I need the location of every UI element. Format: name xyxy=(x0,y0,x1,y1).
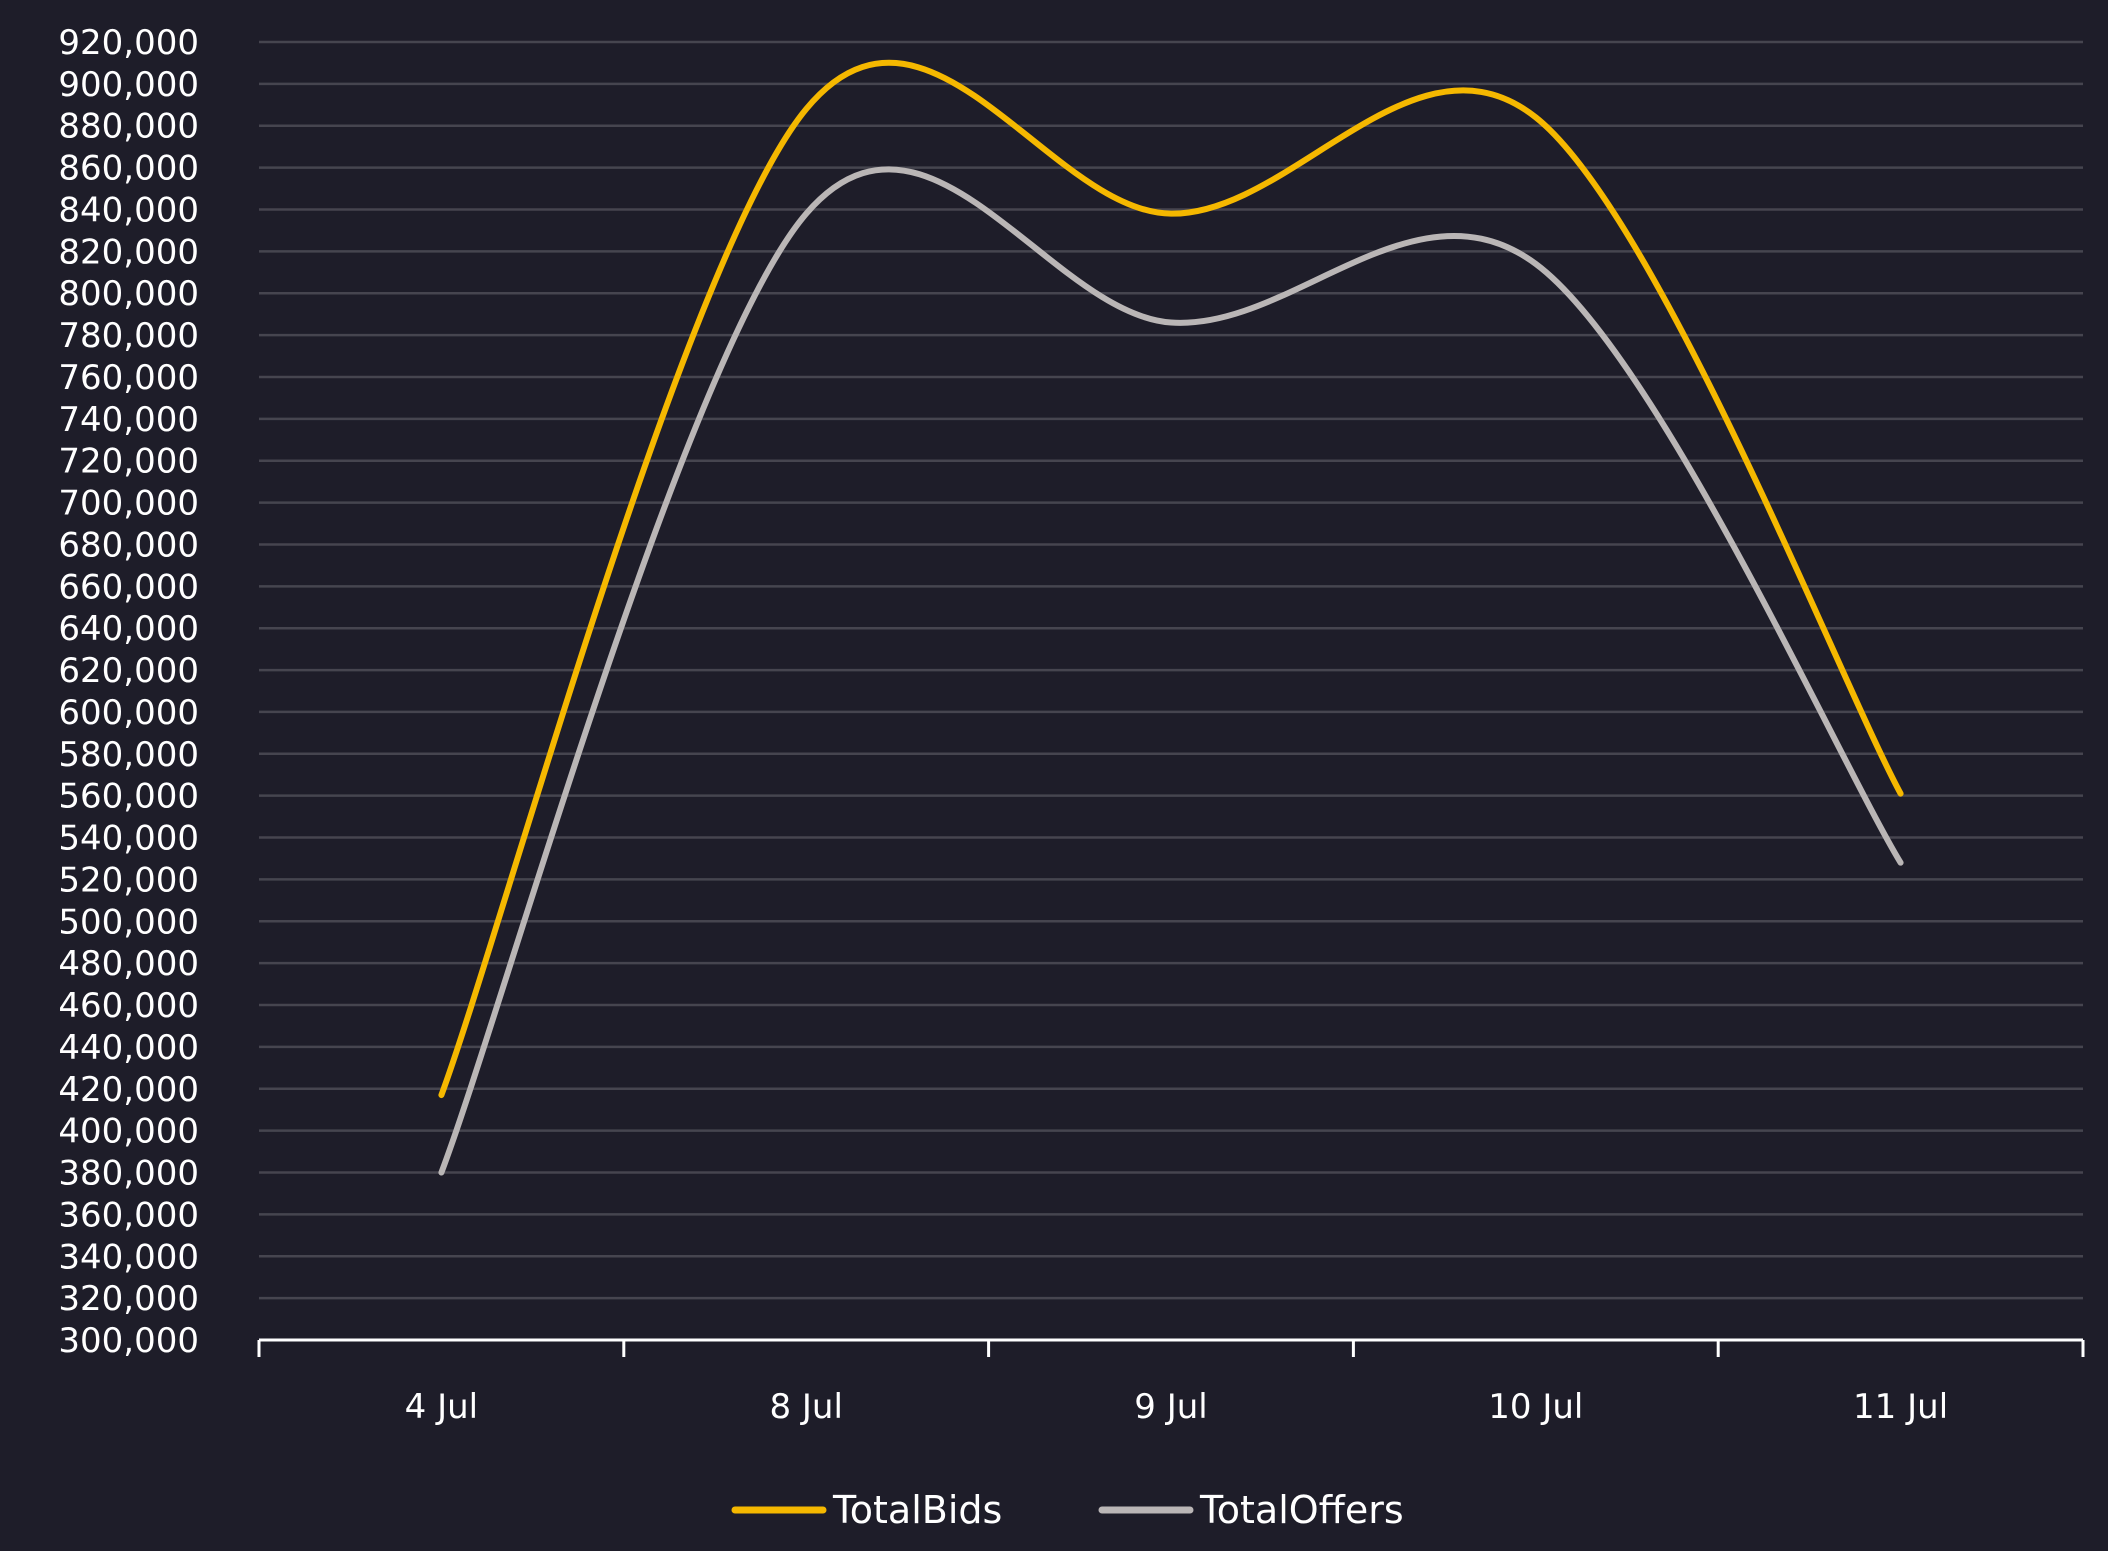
y-tick-label: 400,000 xyxy=(58,1112,199,1152)
y-tick-label: 420,000 xyxy=(58,1070,199,1110)
y-tick-label: 500,000 xyxy=(58,902,199,942)
y-tick-label: 820,000 xyxy=(58,232,199,272)
series-lines xyxy=(438,59,1904,1176)
y-tick-label: 300,000 xyxy=(58,1321,199,1361)
series-line-totaloffers xyxy=(438,166,1904,1176)
x-axis xyxy=(257,1338,2085,1357)
y-tick-label: 620,000 xyxy=(58,651,199,691)
y-tick-label: 320,000 xyxy=(58,1279,199,1319)
y-tick-label: 880,000 xyxy=(58,107,199,147)
y-tick-label: 780,000 xyxy=(58,316,199,356)
y-tick-label: 640,000 xyxy=(58,609,199,649)
legend-label: TotalBids xyxy=(832,1488,1002,1532)
gridlines xyxy=(259,40,2083,1300)
y-tick-label: 700,000 xyxy=(58,484,199,524)
y-tick-label: 680,000 xyxy=(58,525,199,565)
y-tick-label: 460,000 xyxy=(58,986,199,1026)
y-tick-label: 860,000 xyxy=(58,149,199,189)
y-tick-label: 340,000 xyxy=(58,1237,199,1277)
x-tick-label: 8 Jul xyxy=(769,1387,842,1427)
y-tick-label: 560,000 xyxy=(58,777,199,817)
x-tick-label: 9 Jul xyxy=(1134,1387,1207,1427)
x-axis-tick-labels: 4 Jul 8 Jul 9 Jul 10 Jul 11 Jul xyxy=(405,1387,1948,1427)
y-tick-label: 840,000 xyxy=(58,190,199,230)
y-tick-label: 900,000 xyxy=(58,65,199,105)
legend: TotalBids TotalOffers xyxy=(731,1488,1404,1532)
y-tick-label: 480,000 xyxy=(58,944,199,984)
y-tick-label: 660,000 xyxy=(58,567,199,607)
y-tick-label: 540,000 xyxy=(58,819,199,859)
legend-label: TotalOffers xyxy=(1199,1488,1404,1532)
series-line-totalbids xyxy=(438,59,1904,1099)
y-tick-label: 760,000 xyxy=(58,358,199,398)
y-tick-label: 920,000 xyxy=(58,23,199,63)
y-tick-label: 800,000 xyxy=(58,274,199,314)
y-tick-label: 520,000 xyxy=(58,860,199,900)
x-tick-label: 4 Jul xyxy=(405,1387,478,1427)
y-tick-label: 360,000 xyxy=(58,1195,199,1235)
x-tick-label: 10 Jul xyxy=(1488,1387,1583,1427)
y-tick-label: 740,000 xyxy=(58,400,199,440)
y-tick-label: 720,000 xyxy=(58,442,199,482)
x-tick-label: 11 Jul xyxy=(1853,1387,1948,1427)
y-tick-label: 440,000 xyxy=(58,1028,199,1068)
y-tick-label: 380,000 xyxy=(58,1154,199,1194)
y-tick-label: 600,000 xyxy=(58,693,199,733)
y-tick-label: 580,000 xyxy=(58,735,199,775)
y-axis-tick-labels: 300,000320,000340,000360,000380,000400,0… xyxy=(58,23,199,1361)
